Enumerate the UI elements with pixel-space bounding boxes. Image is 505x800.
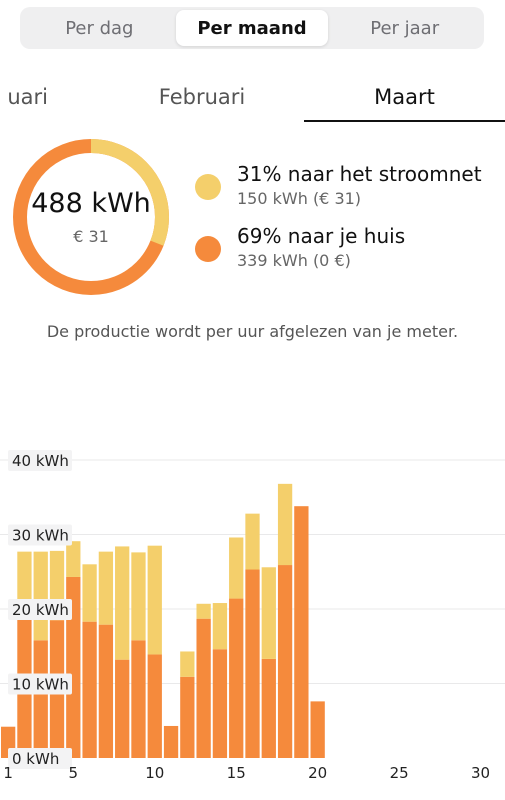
bar-grid [115,546,130,660]
bar-grid [82,564,97,622]
production-donut: 488 kWh € 31 [12,138,170,296]
tab-per-maand[interactable]: Per maand [175,10,329,46]
x-tick-label: 10 [145,764,164,782]
bar-home [196,618,211,758]
month-selector: uari Februari Maart [0,70,505,126]
x-tick-label: 30 [471,764,490,782]
tab-per-jaar[interactable]: Per jaar [370,17,440,39]
home-share-detail: 339 kWh (0 €) [237,251,351,270]
x-tick-label: 1 [3,764,13,782]
bar-home [212,649,228,758]
donut-center: 488 kWh € 31 [12,138,170,296]
x-tick-label: 15 [227,764,246,782]
y-tick-label-bg [8,599,72,620]
bar-grid [98,551,114,625]
bar-home [131,640,146,758]
y-tick-label: 0 kWh [12,750,59,768]
bar-grid [131,552,146,641]
y-tick-label-bg [8,673,72,695]
period-segmented-control: Per dag Per maand Per jaar [20,7,484,49]
bar-grid [180,651,195,677]
donut-grid-segment [13,139,169,295]
bar-home [98,624,114,758]
legend-grid: 31% naar het stroomnet 150 kWh (€ 31) [195,162,500,212]
y-tick-label: 30 kWh [12,527,69,545]
home-share-label: 69% naar je huis [237,224,406,248]
bar-grid [196,603,211,619]
bar-home [294,506,309,758]
bar-home [245,569,260,758]
bar-home [277,565,293,758]
grid-color-dot [195,174,221,200]
bar-grid [147,545,162,655]
bar-grid [33,551,48,641]
grid-share-detail: 150 kWh (€ 31) [237,189,362,208]
active-month-indicator [304,120,505,122]
bar-home [163,725,179,758]
total-value: € 31 [73,227,109,246]
x-tick-label: 5 [69,764,79,782]
month-tab-februari[interactable]: Februari [158,85,246,109]
y-tick-label: 40 kWh [12,452,69,470]
y-tick-label: 20 kWh [12,601,69,619]
reading-note: De productie wordt per uur afgelezen van… [46,322,459,341]
home-color-dot [195,236,221,262]
bar-grid [245,513,260,570]
legend-home: 69% naar je huis 339 kWh (0 €) [195,224,500,274]
bar-grid [229,537,244,599]
bar-grid [212,603,228,650]
y-tick-label-bg [8,524,72,546]
grid-share-label: 31% naar het stroomnet [237,162,482,186]
bar-home [147,654,162,758]
month-tab-maart[interactable]: Maart [374,85,435,109]
y-tick-label-bg [8,450,72,471]
y-tick-label-bg [8,748,72,769]
bar-grid [277,483,293,566]
bar-home [66,576,81,758]
bar-grid [66,541,81,577]
y-tick-label: 10 kWh [12,676,69,694]
bar-home [229,598,244,758]
bar-home [115,659,130,758]
bar-home [310,701,325,758]
x-tick-label: 20 [308,764,327,782]
bar-home [33,640,48,758]
month-tab-januari[interactable]: uari [7,85,48,109]
donut-chart [13,139,169,295]
bar-grid [261,567,276,659]
x-tick-label: 25 [390,764,409,782]
bar-home [82,621,97,758]
bar-home [261,658,276,758]
tab-per-dag[interactable]: Per dag [65,17,134,39]
bar-home [180,676,195,758]
total-production: 488 kWh [31,188,151,219]
